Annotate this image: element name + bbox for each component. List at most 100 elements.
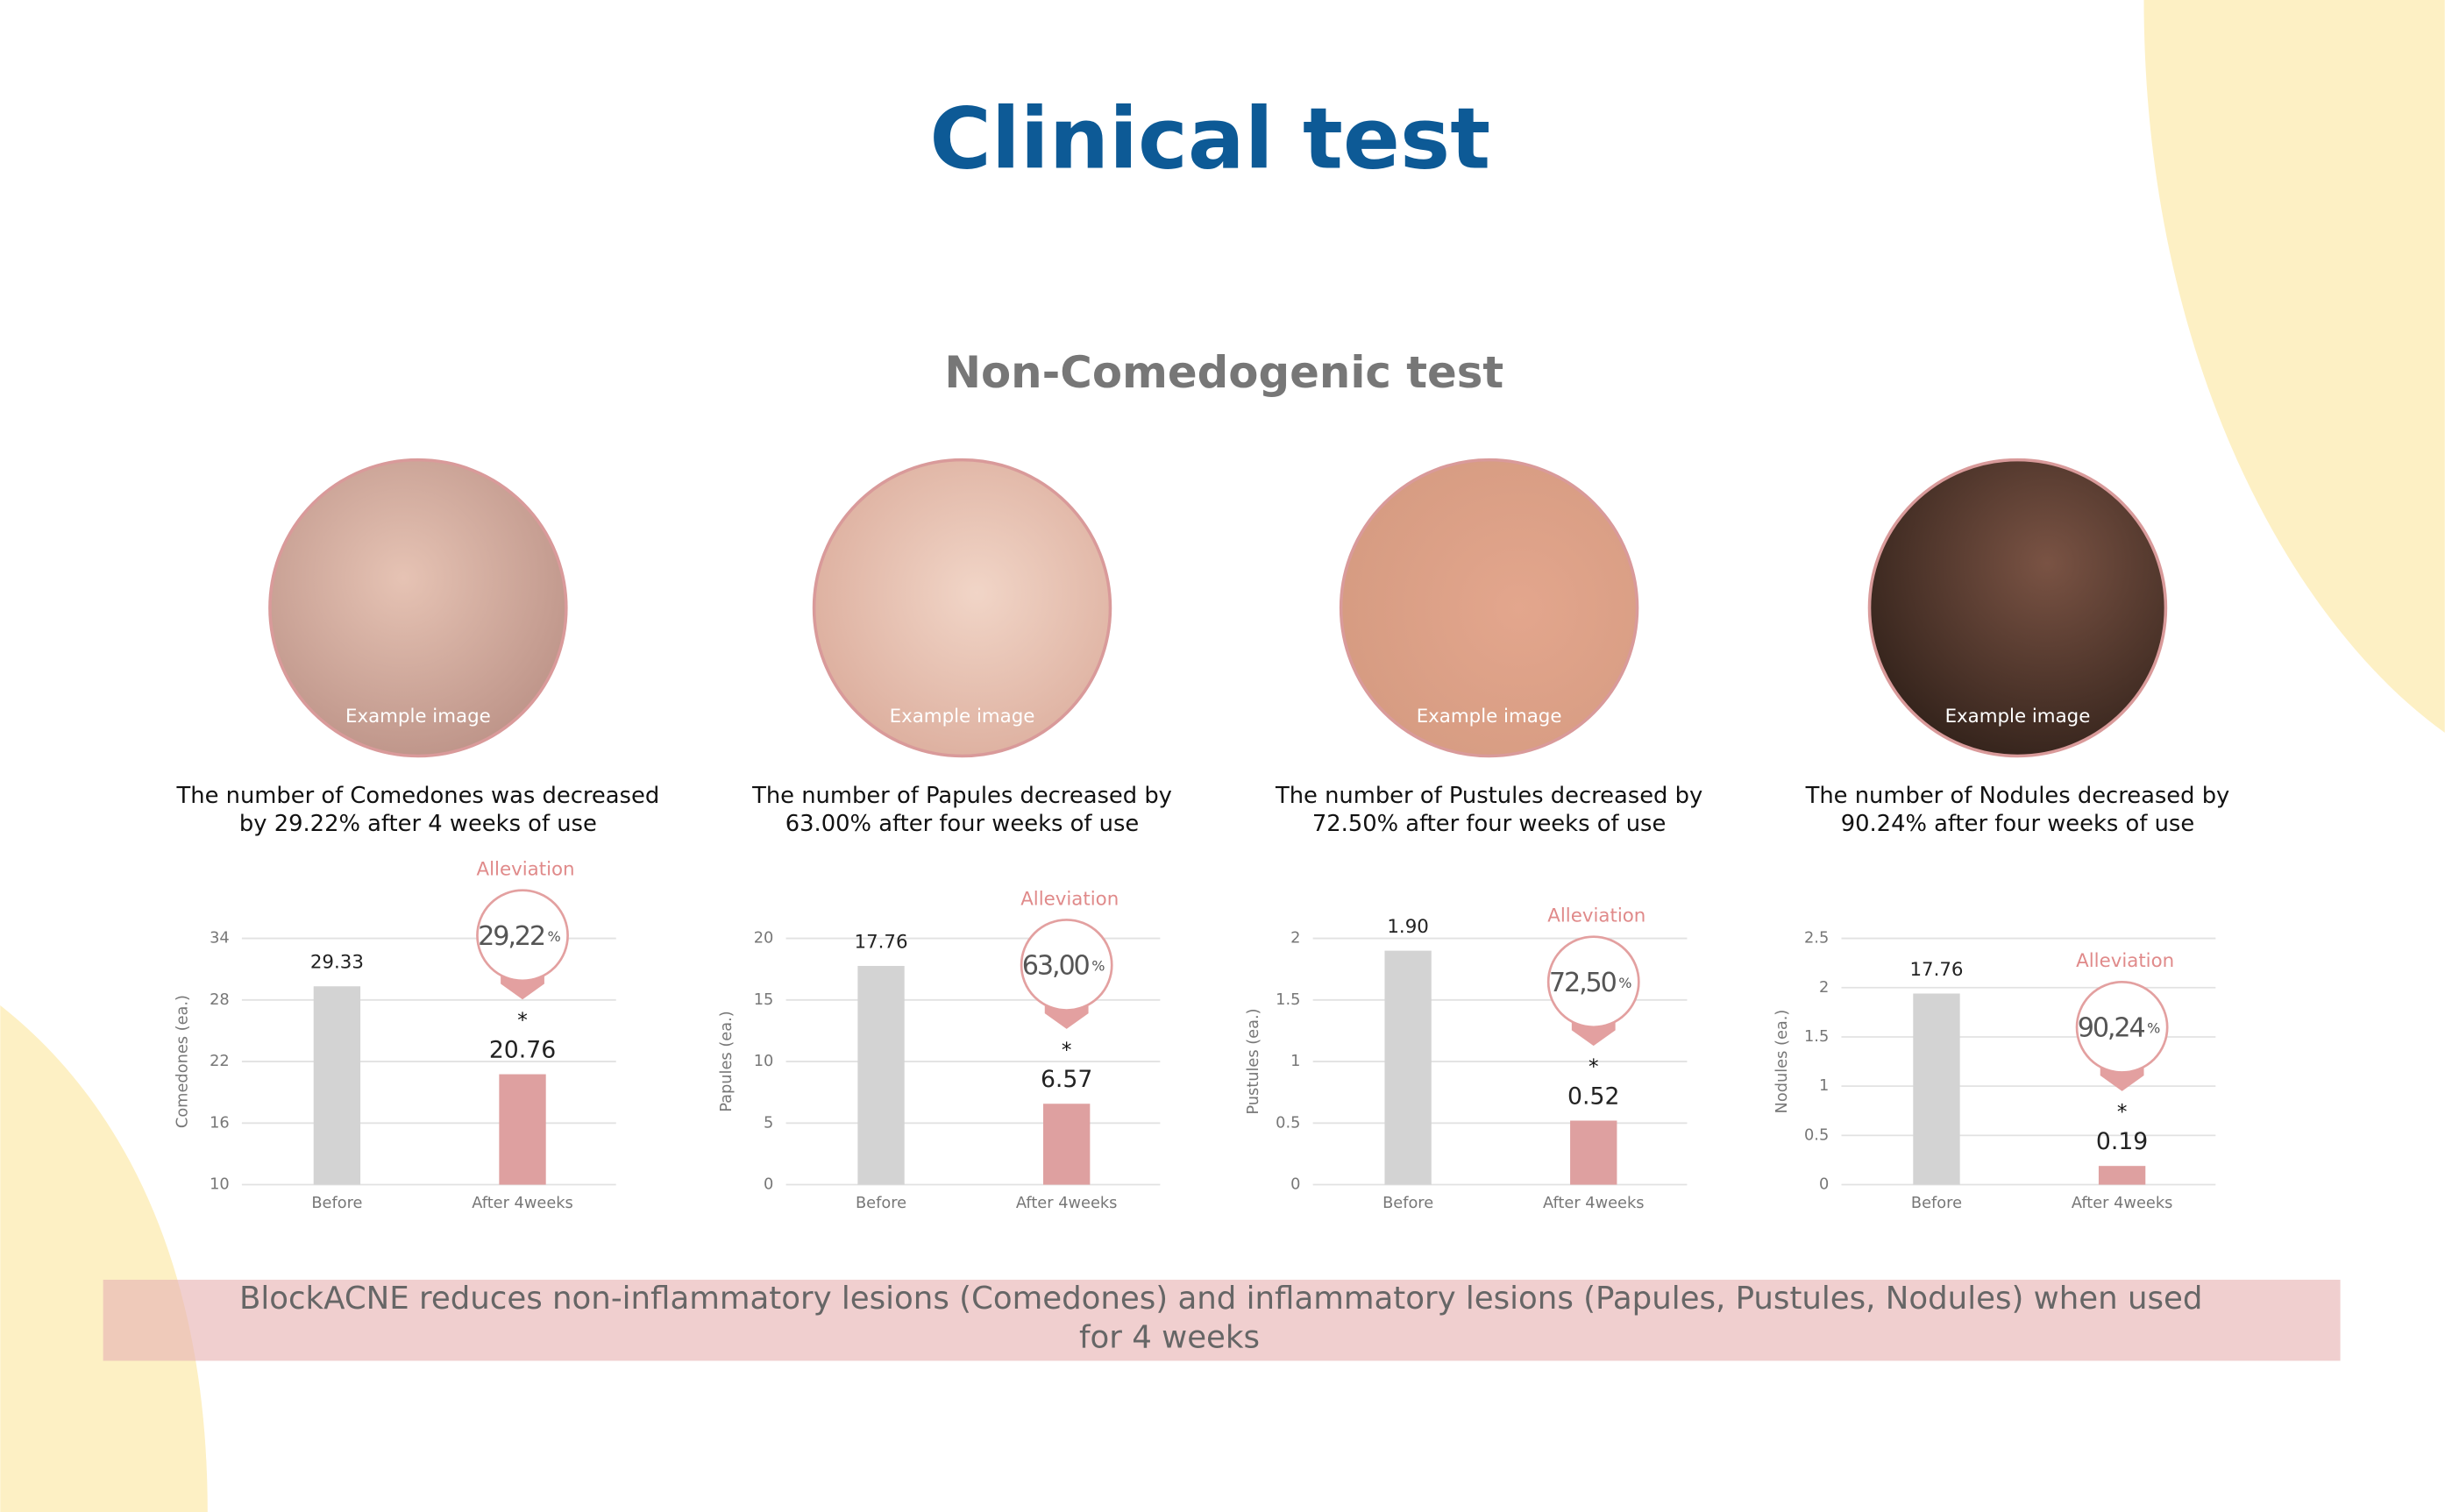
x-tick-label: Before	[311, 1194, 362, 1212]
value-label: 17.76	[1909, 959, 1963, 981]
annotation: Alleviation	[1547, 905, 1645, 927]
y-tick-label: 2.5	[1804, 929, 1829, 948]
annotation: Alleviation	[1020, 888, 1119, 910]
caption: 63.00% after four weeks of use	[785, 811, 1139, 837]
annotation: Alleviation	[2076, 950, 2174, 972]
x-tick-label: Before	[1382, 1194, 1433, 1212]
y-tick-label: 2	[1819, 978, 1829, 997]
badge-text: 72,50%	[1549, 967, 1632, 997]
significance: *	[2117, 1101, 2128, 1124]
significance: *	[1062, 1039, 1072, 1061]
value-label: 1.90	[1387, 916, 1429, 938]
example-image	[268, 458, 568, 758]
badge-text: 63,00%	[1022, 950, 1105, 981]
y-tick-label: 16	[210, 1113, 230, 1132]
image-label: Example image	[1945, 706, 2091, 728]
image-label: Example image	[890, 706, 1035, 728]
y-axis-label: Comedones (ea.)	[173, 995, 191, 1128]
badge	[2075, 981, 2169, 1074]
y-axis-label: Papules (ea.)	[717, 1011, 736, 1111]
image-label: Example image	[1417, 706, 1562, 728]
y-tick-label: 20	[754, 929, 774, 948]
significance: *	[517, 1010, 528, 1033]
badge-text: 29,22%	[478, 921, 561, 952]
image-label: Example image	[345, 706, 491, 728]
caption: The number of Papules decreased by	[751, 783, 1172, 809]
x-tick-label: Before	[1911, 1194, 1962, 1212]
badge-value: 63,00	[1022, 950, 1090, 981]
y-tick-label: 10	[210, 1175, 230, 1194]
badge	[1546, 935, 1640, 1029]
y-axis-label: Nodules (ea.)	[1773, 1010, 1791, 1114]
footer-text: BlockACNE reduces non-inflammatory lesio…	[239, 1281, 2202, 1317]
y-axis-label: Pustules (ea.)	[1244, 1008, 1262, 1114]
footer-text: for 4 weeks	[1079, 1320, 1260, 1356]
badge-unit: %	[2147, 1019, 2160, 1036]
y-tick-label: 0	[1290, 1175, 1300, 1194]
x-tick-label: After 4weeks	[1016, 1194, 1118, 1212]
value-label: 17.76	[855, 931, 908, 953]
y-tick-label: 28	[210, 990, 230, 1009]
badge-arrow	[1044, 1005, 1089, 1029]
badge-value: 90,24	[2078, 1012, 2145, 1043]
bar	[1384, 950, 1432, 1185]
x-tick-label: After 4weeks	[2072, 1194, 2173, 1212]
example-image	[812, 458, 1112, 758]
x-tick-label: After 4weeks	[1543, 1194, 1645, 1212]
y-tick-label: 5	[764, 1113, 773, 1132]
x-tick-label: After 4weeks	[472, 1194, 573, 1212]
bar	[1570, 1120, 1617, 1185]
badge	[1020, 919, 1113, 1012]
y-tick-label: 0.5	[1804, 1125, 1829, 1144]
annotation: Alleviation	[477, 859, 575, 881]
badge-arrow	[1571, 1022, 1616, 1047]
y-tick-label: 15	[754, 990, 774, 1009]
value-label: 6.57	[1041, 1066, 1092, 1093]
bar	[857, 966, 905, 1185]
badge-arrow	[501, 976, 544, 1000]
y-tick-label: 0.5	[1276, 1113, 1300, 1132]
caption: The number of Nodules decreased by	[1805, 783, 2230, 809]
caption: The number of Comedones was decreased	[176, 783, 660, 809]
value-label: 0.19	[2096, 1128, 2148, 1155]
caption: 72.50% after four weeks of use	[1312, 811, 1666, 837]
example-image	[1867, 458, 2168, 758]
caption: The number of Pustules decreased by	[1275, 783, 1702, 809]
y-tick-label: 0	[764, 1175, 773, 1194]
badge-value: 72,50	[1549, 967, 1617, 997]
y-tick-label: 2	[1290, 929, 1300, 948]
x-tick-label: Before	[856, 1194, 906, 1212]
footer-band	[103, 1280, 2341, 1361]
caption: 90.24% after four weeks of use	[1841, 811, 2194, 837]
decor-shape	[0, 1005, 208, 1512]
decor-shape	[2143, 0, 2445, 733]
bar	[499, 1074, 546, 1185]
badge-arrow	[2100, 1068, 2144, 1091]
value-label: 20.76	[489, 1036, 556, 1063]
y-tick-label: 34	[210, 929, 230, 948]
bar	[1913, 993, 1960, 1185]
bar	[313, 986, 361, 1185]
badge	[476, 889, 569, 983]
value-label: 29.33	[310, 952, 364, 974]
y-tick-label: 1.5	[1276, 990, 1300, 1009]
subtitle: Non-Comedogenic test	[944, 347, 1503, 398]
y-tick-label: 1.5	[1804, 1027, 1829, 1046]
y-tick-label: 0	[1819, 1175, 1829, 1194]
y-tick-label: 1	[1819, 1076, 1829, 1095]
value-label: 0.52	[1567, 1083, 1619, 1110]
title: Clinical test	[929, 90, 1490, 188]
badge-text: 90,24%	[2078, 1012, 2161, 1043]
badge-value: 29,22	[478, 921, 544, 952]
y-tick-label: 1	[1290, 1052, 1300, 1070]
badge-unit: %	[1618, 974, 1631, 990]
y-tick-label: 22	[210, 1052, 230, 1070]
y-tick-label: 10	[754, 1052, 774, 1070]
caption: by 29.22% after 4 weeks of use	[239, 811, 597, 837]
significance: *	[1589, 1056, 1599, 1079]
badge-unit: %	[548, 928, 561, 945]
badge-unit: %	[1091, 957, 1105, 974]
bar	[1042, 1104, 1091, 1185]
